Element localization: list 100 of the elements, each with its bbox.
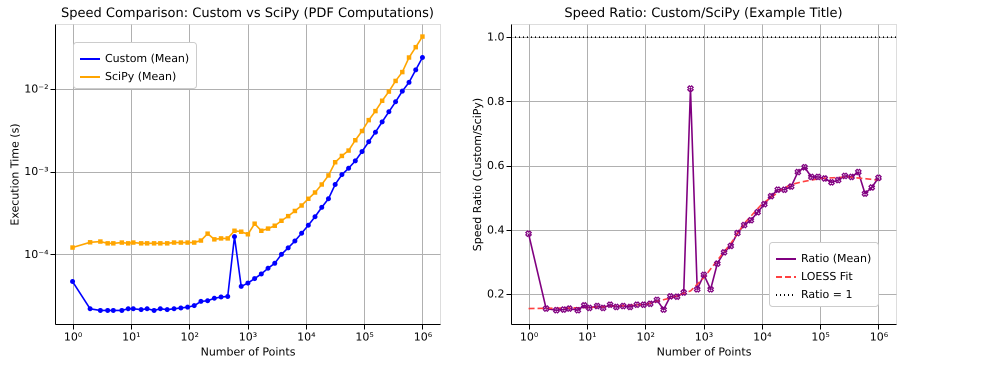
x-tick-label: 10⁵ bbox=[811, 330, 830, 344]
point bbox=[319, 204, 324, 210]
point bbox=[720, 249, 728, 256]
point bbox=[212, 237, 217, 242]
point bbox=[126, 306, 131, 312]
point bbox=[420, 55, 425, 60]
point bbox=[238, 284, 244, 289]
point bbox=[828, 179, 835, 186]
point bbox=[687, 85, 694, 92]
point bbox=[138, 307, 144, 312]
point bbox=[152, 241, 156, 246]
point bbox=[286, 214, 290, 218]
point bbox=[246, 232, 250, 237]
point bbox=[205, 231, 210, 236]
point bbox=[326, 196, 331, 202]
point bbox=[814, 174, 822, 180]
x-tick-label: 10⁰ bbox=[520, 330, 539, 344]
x-tick-label: 10⁶ bbox=[414, 330, 433, 344]
point bbox=[694, 286, 701, 293]
point bbox=[386, 89, 392, 94]
point bbox=[875, 174, 882, 182]
point bbox=[198, 238, 204, 243]
chart-title: Speed Comparison: Custom vs SciPy (PDF Computations) bbox=[61, 6, 434, 21]
point bbox=[380, 98, 384, 103]
x-tick-label: 10³ bbox=[238, 330, 258, 344]
point bbox=[586, 304, 593, 312]
point bbox=[306, 222, 311, 228]
point bbox=[340, 154, 344, 158]
point bbox=[714, 260, 721, 267]
point bbox=[218, 236, 224, 241]
point bbox=[346, 148, 351, 153]
point bbox=[420, 34, 425, 39]
x-tick-label: 10¹ bbox=[578, 330, 597, 344]
point bbox=[613, 304, 620, 310]
x-tick-label: 10⁶ bbox=[870, 330, 889, 344]
point bbox=[312, 214, 318, 220]
point bbox=[834, 176, 842, 184]
point bbox=[400, 88, 405, 94]
x-tick-label: 10² bbox=[180, 330, 199, 344]
point bbox=[258, 271, 264, 276]
chart-title: Speed Ratio: Custom/SciPy (Example Title) bbox=[564, 6, 843, 21]
legend-label: Ratio (Mean) bbox=[801, 252, 872, 265]
point bbox=[286, 245, 291, 250]
point bbox=[332, 160, 338, 164]
point bbox=[198, 298, 204, 304]
point bbox=[232, 228, 237, 233]
x-tick-label: 10³ bbox=[694, 330, 714, 344]
point bbox=[178, 305, 184, 310]
point bbox=[626, 304, 634, 310]
point bbox=[111, 241, 116, 246]
point bbox=[105, 308, 110, 313]
legend-label: Ratio = 1 bbox=[801, 288, 852, 301]
point bbox=[292, 238, 298, 244]
point bbox=[620, 302, 627, 310]
legend-label: SciPy (Mean) bbox=[105, 70, 176, 83]
point bbox=[386, 109, 392, 114]
point bbox=[660, 306, 667, 313]
point bbox=[172, 306, 177, 312]
y-tick-label: 10⁻² bbox=[24, 82, 48, 96]
y-tick-label: 0.4 bbox=[487, 223, 504, 236]
point bbox=[372, 130, 378, 135]
point bbox=[774, 186, 782, 194]
point bbox=[152, 308, 157, 313]
point bbox=[105, 241, 110, 246]
point bbox=[393, 99, 398, 104]
x-tick-label: 10¹ bbox=[122, 330, 141, 344]
point bbox=[232, 234, 237, 240]
point bbox=[312, 190, 318, 195]
point bbox=[654, 296, 660, 304]
point bbox=[332, 182, 338, 187]
y-axis-title: Execution Time (s) bbox=[8, 123, 22, 226]
point bbox=[707, 286, 714, 293]
point bbox=[868, 184, 876, 191]
point bbox=[110, 308, 116, 313]
point bbox=[848, 174, 855, 180]
point bbox=[138, 241, 144, 246]
point bbox=[238, 229, 244, 234]
point bbox=[164, 307, 170, 312]
point bbox=[854, 168, 862, 176]
point bbox=[788, 183, 794, 190]
point bbox=[272, 224, 277, 228]
point bbox=[366, 118, 371, 122]
y-tick-label: 1.0 bbox=[487, 30, 504, 44]
point bbox=[566, 305, 573, 312]
point bbox=[185, 304, 190, 310]
legend-label: Custom (Mean) bbox=[105, 52, 190, 65]
point bbox=[414, 44, 418, 50]
point bbox=[164, 241, 170, 246]
point bbox=[205, 298, 210, 304]
point bbox=[353, 138, 358, 142]
point bbox=[754, 208, 761, 216]
y-tick-label: 10⁻⁴ bbox=[24, 248, 50, 261]
x-tick-label: 10⁴ bbox=[753, 330, 772, 344]
point bbox=[326, 173, 331, 178]
point bbox=[212, 296, 217, 301]
point bbox=[740, 222, 748, 228]
point bbox=[634, 301, 640, 308]
point bbox=[266, 266, 271, 271]
point bbox=[727, 242, 734, 250]
point bbox=[245, 280, 250, 286]
